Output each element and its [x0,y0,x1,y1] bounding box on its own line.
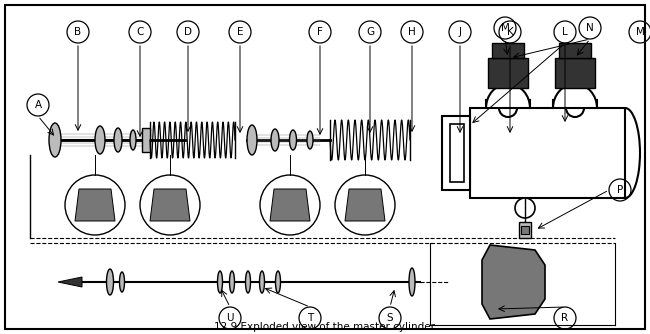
Ellipse shape [289,130,296,150]
Ellipse shape [276,271,281,293]
Ellipse shape [114,128,122,152]
Text: N: N [586,23,594,33]
Text: B: B [75,27,81,37]
Text: K: K [506,27,514,37]
Ellipse shape [229,271,235,293]
Ellipse shape [247,125,257,155]
Text: M: M [500,23,510,33]
Circle shape [140,175,200,235]
Ellipse shape [107,269,114,295]
Text: L: L [562,27,568,37]
Bar [142,128,150,152]
Ellipse shape [218,271,222,293]
Bar [559,43,591,58]
Text: F: F [317,27,323,37]
Ellipse shape [307,131,313,149]
Bar [521,226,529,234]
Polygon shape [150,189,190,221]
Text: M: M [636,27,644,37]
Polygon shape [345,189,385,221]
Text: J: J [458,27,462,37]
Ellipse shape [95,126,105,154]
Text: R: R [562,313,569,323]
Bar [470,108,625,198]
Text: E: E [237,27,243,37]
Circle shape [65,175,125,235]
Ellipse shape [120,272,125,292]
Text: C: C [136,27,144,37]
Circle shape [515,198,535,218]
Ellipse shape [49,123,61,157]
Text: 12.9 Exploded view of the master cylinder: 12.9 Exploded view of the master cylinde… [214,322,436,332]
Bar [492,43,524,58]
Ellipse shape [259,271,265,293]
Circle shape [335,175,395,235]
Text: P: P [617,185,623,195]
Circle shape [260,175,320,235]
Text: A: A [34,100,42,110]
Text: U: U [226,313,234,323]
Text: H: H [408,27,416,37]
Polygon shape [270,189,310,221]
Ellipse shape [130,130,136,150]
Ellipse shape [271,129,279,151]
Bar [442,116,470,190]
Bar [488,58,528,88]
Bar [519,222,531,238]
Text: D: D [184,27,192,37]
Polygon shape [482,245,545,319]
Text: T: T [307,313,313,323]
Text: G: G [366,27,374,37]
Text: S: S [387,313,393,323]
Polygon shape [58,277,82,287]
Ellipse shape [409,268,415,296]
Polygon shape [75,189,115,221]
Bar [450,124,464,182]
Ellipse shape [246,271,250,293]
Bar [555,58,595,88]
